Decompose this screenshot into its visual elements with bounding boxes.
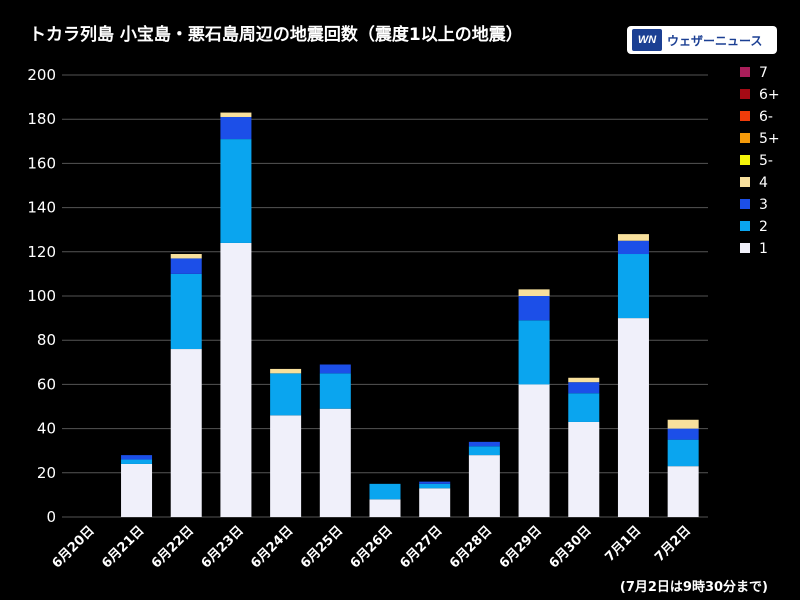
bar-segment-intensity-3 <box>419 481 451 484</box>
legend-swatch-4 <box>740 177 750 187</box>
bar-segment-intensity-2 <box>667 439 699 467</box>
bar-segment-intensity-2 <box>170 273 202 350</box>
legend-label-5minus: 5- <box>759 153 773 169</box>
bar-segment-intensity-1 <box>617 318 649 517</box>
x-tick-label: 7月1日 <box>603 523 645 565</box>
bar-segment-intensity-3 <box>667 428 699 440</box>
bar-segment-intensity-3 <box>319 364 351 374</box>
legend-swatch-2 <box>740 221 750 231</box>
bar-segment-intensity-4 <box>220 112 252 117</box>
bar-segment-intensity-4 <box>170 254 202 259</box>
wn-logo-icon: WN <box>632 29 662 51</box>
legend-label-3: 3 <box>759 197 768 213</box>
y-tick-label: 180 <box>27 110 56 128</box>
x-tick-label: 6月21日 <box>99 523 147 571</box>
bar-segment-intensity-2 <box>319 373 351 409</box>
x-tick-label: 6月27日 <box>397 523 445 571</box>
bar-segment-intensity-1 <box>270 415 302 517</box>
bar-segment-intensity-3 <box>121 455 153 460</box>
x-tick-label: 6月29日 <box>497 523 545 571</box>
legend-label-5plus: 5+ <box>759 131 780 147</box>
y-tick-label: 60 <box>37 375 56 393</box>
legend-label-1: 1 <box>759 241 768 257</box>
legend-swatch-3 <box>740 199 750 209</box>
y-tick-label: 0 <box>46 508 56 526</box>
x-tick-label: 6月25日 <box>298 523 346 571</box>
bar-segment-intensity-3 <box>568 382 600 394</box>
y-tick-label: 100 <box>27 287 56 305</box>
legend-label-7: 7 <box>759 65 768 81</box>
bar-segment-intensity-1 <box>568 421 600 517</box>
bars <box>121 112 699 517</box>
x-tick-label: 6月28日 <box>447 523 495 571</box>
bar-segment-intensity-2 <box>468 446 500 456</box>
bar-segment-intensity-1 <box>369 499 401 517</box>
x-tick-label: 7月2日 <box>652 523 694 565</box>
bar-segment-intensity-1 <box>468 455 500 517</box>
legend-label-4: 4 <box>759 175 768 191</box>
legend-label-6plus: 6+ <box>759 87 780 103</box>
bar-segment-intensity-4 <box>518 289 550 296</box>
logo-text: ウェザーニュース <box>667 33 763 48</box>
legend-label-2: 2 <box>759 219 768 235</box>
bar-segment-intensity-3 <box>518 296 550 321</box>
bar-segment-intensity-3 <box>220 116 252 140</box>
legend-swatch-6minus <box>740 111 750 121</box>
bar-segment-intensity-3 <box>468 441 500 447</box>
footnote: (7月2日は9時30分まで) <box>619 580 768 595</box>
weathernews-logo: WN ウェザーニュース <box>627 26 777 54</box>
y-tick-label: 80 <box>37 331 56 349</box>
legend-swatch-7 <box>740 67 750 77</box>
x-tick-label: 6月23日 <box>199 523 247 571</box>
bar-segment-intensity-4 <box>617 234 649 241</box>
legend-swatch-5plus <box>740 133 750 143</box>
bar-segment-intensity-3 <box>617 240 649 255</box>
bar-segment-intensity-1 <box>220 242 252 517</box>
x-tick-label: 6月26日 <box>348 523 396 571</box>
y-tick-label: 160 <box>27 154 56 172</box>
bar-segment-intensity-2 <box>121 459 153 464</box>
legend-label-6minus: 6- <box>759 109 773 125</box>
legend-swatch-6plus <box>740 89 750 99</box>
bar-segment-intensity-2 <box>419 483 451 489</box>
bar-segment-intensity-2 <box>220 139 252 243</box>
x-tick-label: 6月22日 <box>149 523 197 571</box>
x-tick-label: 6月30日 <box>546 523 594 571</box>
y-tick-label: 40 <box>37 420 56 438</box>
legend: 7 6+ 6- 5+ 5- 4 3 2 1 <box>740 65 780 257</box>
y-tick-label: 200 <box>27 66 56 84</box>
bar-segment-intensity-2 <box>617 254 649 319</box>
bar-segment-intensity-2 <box>369 483 401 500</box>
bar-segment-intensity-1 <box>170 349 202 517</box>
y-tick-label: 140 <box>27 199 56 217</box>
x-tick-label: 6月24日 <box>248 523 296 571</box>
bar-segment-intensity-3 <box>170 258 202 274</box>
grid-lines <box>62 74 708 518</box>
bar-segment-intensity-2 <box>568 393 600 422</box>
bar-segment-intensity-1 <box>667 466 699 517</box>
bar-segment-intensity-1 <box>419 488 451 517</box>
bar-segment-intensity-1 <box>319 408 351 517</box>
bar-segment-intensity-4 <box>667 419 699 429</box>
bar-segment-intensity-4 <box>270 368 302 374</box>
bar-segment-intensity-2 <box>270 373 302 416</box>
bar-segment-intensity-1 <box>121 463 153 517</box>
x-tick-label: 6月20日 <box>49 523 97 571</box>
bar-segment-intensity-1 <box>518 384 550 517</box>
legend-swatch-5minus <box>740 155 750 165</box>
y-tick-label: 120 <box>27 243 56 261</box>
bar-segment-intensity-2 <box>518 320 550 385</box>
chart-title: トカラ列島 小宝島・悪石島周辺の地震回数（震度1以上の地震） <box>29 25 523 45</box>
y-tick-label: 20 <box>37 464 56 482</box>
bar-segment-intensity-4 <box>568 377 600 383</box>
legend-swatch-1 <box>740 243 750 253</box>
